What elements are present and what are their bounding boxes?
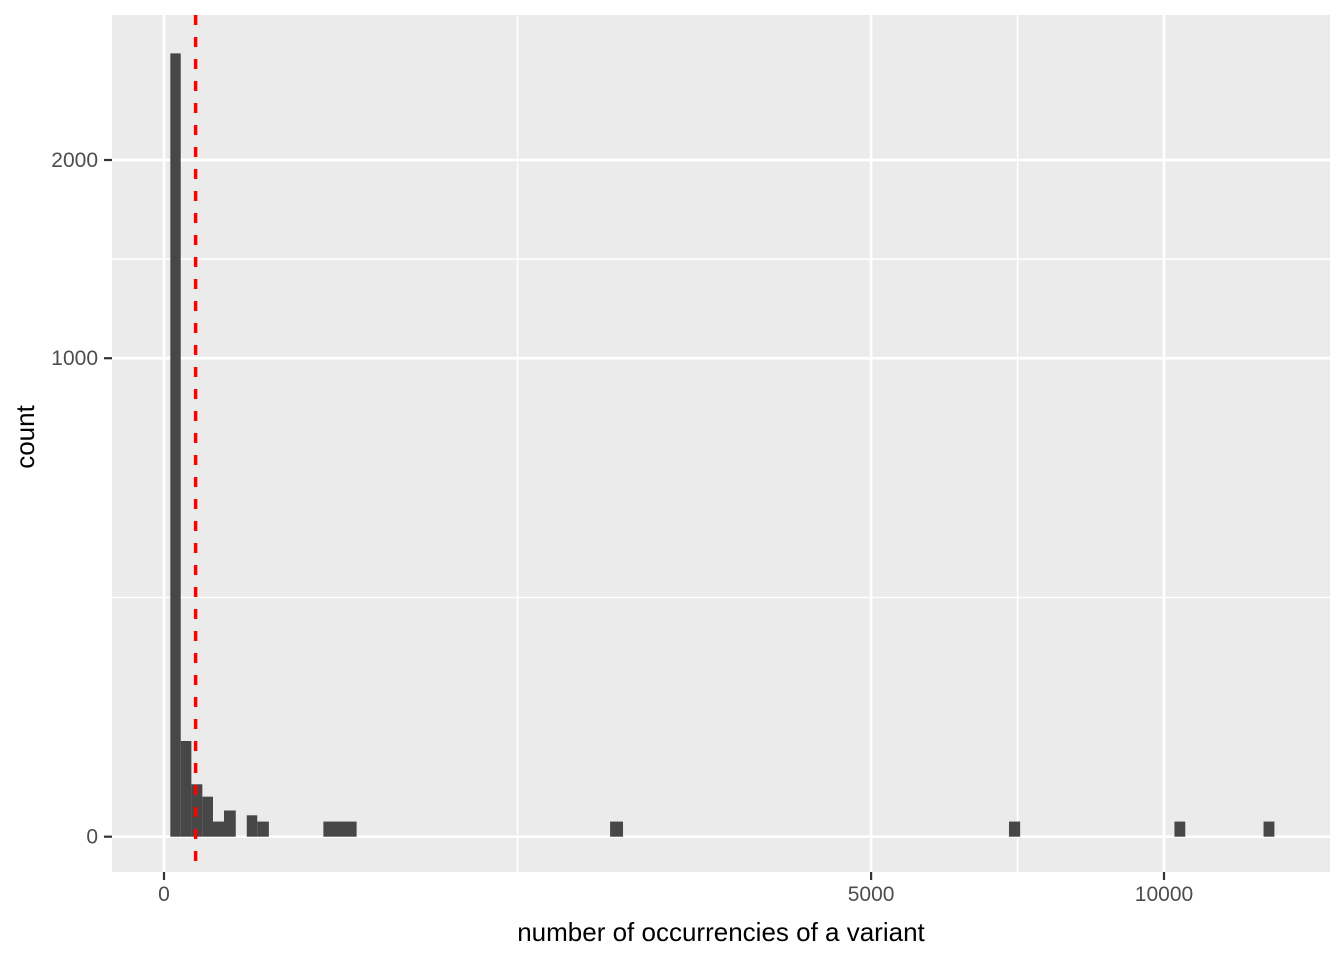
y-tick-label: 1000 (51, 347, 98, 370)
x-tick-label: 0 (158, 883, 170, 906)
y-tick-label: 0 (86, 826, 98, 849)
histogram-bar (170, 53, 181, 837)
y-tick-label: 2000 (51, 149, 98, 172)
histogram-bar (1263, 821, 1275, 837)
x-tick-label: 5000 (848, 883, 895, 906)
histogram-bar (610, 821, 624, 837)
y-axis-title: count (10, 405, 40, 469)
histogram-bar (224, 810, 236, 837)
x-tick-label: 10000 (1135, 883, 1193, 906)
histogram-bar (246, 815, 258, 837)
histogram-bar (180, 741, 192, 837)
histogram-bar (212, 821, 224, 837)
x-axis-title: number of occurrencies of a variant (517, 917, 925, 947)
histogram-bar (1174, 821, 1186, 837)
plot-panel (112, 15, 1330, 872)
histogram-bar (1008, 821, 1021, 837)
histogram-bar (202, 796, 213, 837)
histogram-bar (323, 821, 357, 837)
histogram-bar (257, 821, 269, 837)
